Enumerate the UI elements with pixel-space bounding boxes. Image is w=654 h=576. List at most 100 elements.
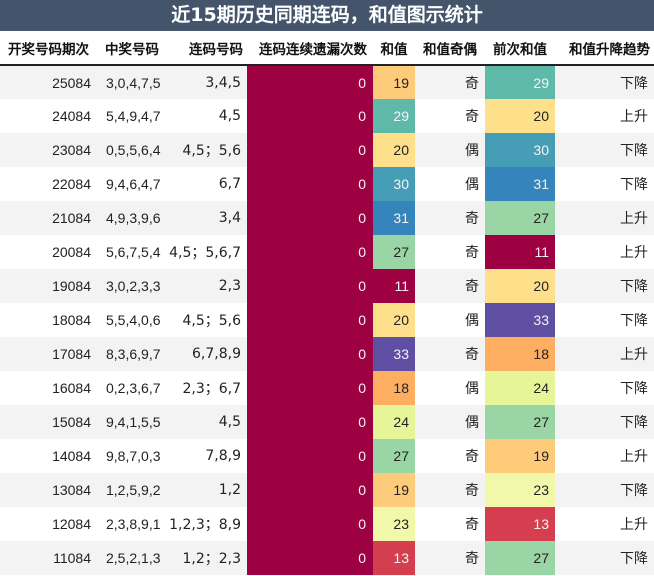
- cell-consecutive: 2,3: [165, 269, 247, 303]
- cell-sum: 13: [373, 541, 415, 575]
- cell-miss: 0: [247, 65, 373, 99]
- cell-period: 20084: [0, 235, 97, 269]
- cell-period: 12084: [0, 507, 97, 541]
- cell-numbers: 4,9,3,9,6: [97, 201, 165, 235]
- cell-sum: 31: [373, 201, 415, 235]
- cell-period: 24084: [0, 99, 97, 133]
- cell-numbers: 9,4,1,5,5: [97, 405, 165, 439]
- cell-period: 19084: [0, 269, 97, 303]
- table-row: 11084 2,5,2,1,3 1,2；2,3 0 13 奇 27 下降: [0, 541, 654, 575]
- cell-numbers: 5,4,9,4,7: [97, 99, 165, 133]
- cell-consecutive: 4,5: [165, 99, 247, 133]
- cell-numbers: 0,2,3,6,7: [97, 371, 165, 405]
- table-row: 12084 2,3,8,9,1 1,2,3；8,9 0 23 奇 13 上升: [0, 507, 654, 541]
- cell-prev-sum: 23: [485, 473, 555, 507]
- cell-consecutive: 4,5: [165, 405, 247, 439]
- table-row: 24084 5,4,9,4,7 4,5 0 29 奇 20 上升: [0, 99, 654, 133]
- cell-consecutive: 1,2: [165, 473, 247, 507]
- cell-trend: 上升: [555, 439, 654, 473]
- cell-period: 25084: [0, 65, 97, 99]
- cell-consecutive: 1,2,3；8,9: [165, 507, 247, 541]
- cell-consecutive: 4,5；5,6,7: [165, 235, 247, 269]
- cell-numbers: 2,3,8,9,1: [97, 507, 165, 541]
- cell-numbers: 0,5,5,6,4: [97, 133, 165, 167]
- cell-parity: 偶: [415, 133, 485, 167]
- cell-parity: 奇: [415, 507, 485, 541]
- cell-miss: 0: [247, 235, 373, 269]
- page-title: 近15期历史同期连码，和值图示统计: [0, 0, 654, 31]
- cell-trend: 下降: [555, 269, 654, 303]
- cell-parity: 奇: [415, 269, 485, 303]
- cell-miss: 0: [247, 167, 373, 201]
- cell-sum: 29: [373, 99, 415, 133]
- header-consecutive: 连码号码: [165, 31, 247, 66]
- cell-prev-sum: 33: [485, 303, 555, 337]
- cell-sum: 19: [373, 473, 415, 507]
- cell-trend: 下降: [555, 167, 654, 201]
- table-row: 17084 8,3,6,9,7 6,7,8,9 0 33 奇 18 上升: [0, 337, 654, 371]
- cell-parity: 偶: [415, 303, 485, 337]
- cell-consecutive: 1,2；2,3: [165, 541, 247, 575]
- cell-parity: 奇: [415, 473, 485, 507]
- table-row: 22084 9,4,6,4,7 6,7 0 30 偶 31 下降: [0, 167, 654, 201]
- cell-numbers: 9,8,7,0,3: [97, 439, 165, 473]
- cell-prev-sum: 19: [485, 439, 555, 473]
- cell-period: 17084: [0, 337, 97, 371]
- cell-prev-sum: 30: [485, 133, 555, 167]
- cell-prev-sum: 27: [485, 201, 555, 235]
- cell-prev-sum: 13: [485, 507, 555, 541]
- table-body: 25084 3,0,4,7,5 3,4,5 0 19 奇 29 下降 24084 5,4,9,4,…: [0, 65, 654, 575]
- cell-numbers: 2,5,2,1,3: [97, 541, 165, 575]
- cell-sum: 30: [373, 167, 415, 201]
- cell-consecutive: 6,7: [165, 167, 247, 201]
- cell-sum: 27: [373, 235, 415, 269]
- cell-miss: 0: [247, 303, 373, 337]
- cell-prev-sum: 31: [485, 167, 555, 201]
- table-row: 14084 9,8,7,0,3 7,8,9 0 27 奇 19 上升: [0, 439, 654, 473]
- cell-miss: 0: [247, 337, 373, 371]
- cell-sum: 11: [373, 269, 415, 303]
- cell-miss: 0: [247, 405, 373, 439]
- header-row: 开奖号码期次 中奖号码 连码号码 连码连续遗漏次数 和值 和值奇偶 前次和值 和…: [0, 31, 654, 66]
- cell-parity: 奇: [415, 541, 485, 575]
- cell-period: 16084: [0, 371, 97, 405]
- table-row: 20084 5,6,7,5,4 4,5；5,6,7 0 27 奇 11 上升: [0, 235, 654, 269]
- cell-trend: 下降: [555, 65, 654, 99]
- cell-prev-sum: 27: [485, 405, 555, 439]
- cell-numbers: 9,4,6,4,7: [97, 167, 165, 201]
- cell-consecutive: 4,5；5,6: [165, 133, 247, 167]
- cell-period: 14084: [0, 439, 97, 473]
- cell-trend: 上升: [555, 235, 654, 269]
- cell-consecutive: 7,8,9: [165, 439, 247, 473]
- table-row: 19084 3,0,2,3,3 2,3 0 11 奇 20 下降: [0, 269, 654, 303]
- cell-parity: 偶: [415, 405, 485, 439]
- header-sum: 和值: [373, 31, 415, 66]
- cell-miss: 0: [247, 99, 373, 133]
- cell-miss: 0: [247, 269, 373, 303]
- cell-sum: 20: [373, 133, 415, 167]
- cell-parity: 偶: [415, 371, 485, 405]
- header-miss: 连码连续遗漏次数: [247, 31, 373, 66]
- cell-consecutive: 6,7,8,9: [165, 337, 247, 371]
- cell-period: 15084: [0, 405, 97, 439]
- table-row: 25084 3,0,4,7,5 3,4,5 0 19 奇 29 下降: [0, 65, 654, 99]
- table-row: 16084 0,2,3,6,7 2,3；6,7 0 18 偶 24 下降: [0, 371, 654, 405]
- cell-miss: 0: [247, 133, 373, 167]
- cell-miss: 0: [247, 507, 373, 541]
- cell-prev-sum: 11: [485, 235, 555, 269]
- cell-miss: 0: [247, 371, 373, 405]
- header-parity: 和值奇偶: [415, 31, 485, 66]
- cell-sum: 24: [373, 405, 415, 439]
- table-row: 18084 5,5,4,0,6 4,5；5,6 0 20 偶 33 下降: [0, 303, 654, 337]
- cell-prev-sum: 18: [485, 337, 555, 371]
- cell-consecutive: 2,3；6,7: [165, 371, 247, 405]
- cell-period: 22084: [0, 167, 97, 201]
- cell-consecutive: 3,4,5: [165, 65, 247, 99]
- cell-parity: 奇: [415, 235, 485, 269]
- cell-consecutive: 4,5；5,6: [165, 303, 247, 337]
- table-row: 13084 1,2,5,9,2 1,2 0 19 奇 23 下降: [0, 473, 654, 507]
- cell-parity: 奇: [415, 99, 485, 133]
- cell-trend: 下降: [555, 541, 654, 575]
- cell-period: 21084: [0, 201, 97, 235]
- cell-sum: 19: [373, 65, 415, 99]
